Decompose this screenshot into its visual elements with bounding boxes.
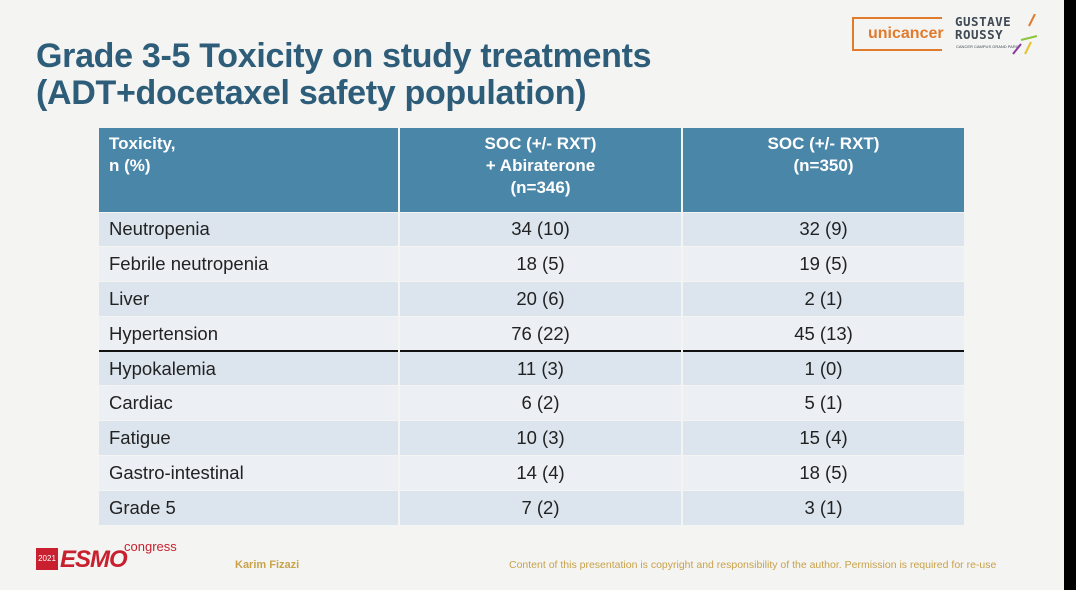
abiraterone-value: 10 (3) [399, 420, 683, 456]
abiraterone-value: 14 (4) [399, 455, 683, 491]
gustave-roussy-logo: GUSTAVE ROUSSY CANCER CAMPUS GRAND PARIS [955, 14, 1045, 60]
title-line-2: (ADT+docetaxel safety population) [36, 74, 587, 112]
soc-value: 2 (1) [682, 281, 964, 317]
table-row: Gastro-intestinal 14 (4) 18 (5) [99, 455, 964, 491]
toxicity-name: Liver [99, 281, 400, 317]
table-row: Febrile neutropenia 18 (5) 19 (5) [99, 246, 964, 282]
gustave-logo-line-2: ROUSSY [955, 27, 1004, 42]
soc-value: 5 (1) [682, 385, 964, 421]
soc-value: 3 (1) [682, 489, 964, 526]
table-row: Neutropenia 34 (10) 32 (9) [99, 211, 964, 247]
header-line: n (%) [109, 156, 151, 175]
gustave-logo-marks-icon [1012, 14, 1038, 55]
toxicity-name: Grade 5 [99, 489, 400, 526]
soc-value: 18 (5) [682, 455, 964, 491]
abiraterone-value: 7 (2) [399, 489, 683, 526]
esmo-congress-logo: 2021 ESMO congress [36, 539, 177, 576]
toxicity-name: Hypokalemia [99, 350, 400, 386]
toxicity-name: Fatigue [99, 420, 400, 456]
header-toxicity: Toxicity, n (%) [99, 128, 400, 212]
header-abiraterone: SOC (+/- RXT) + Abiraterone (n=346) [399, 128, 683, 212]
toxicity-name: Cardiac [99, 385, 400, 421]
header-line: (n=350) [793, 156, 854, 175]
unicancer-logo: unicancer [852, 17, 944, 51]
soc-value: 32 (9) [682, 211, 964, 247]
gustave-logo-line-1: GUSTAVE [955, 14, 1012, 29]
presenter-name: Karim Fizazi [235, 559, 300, 571]
toxicity-name: Hypertension [99, 315, 400, 352]
header-soc: SOC (+/- RXT) (n=350) [682, 128, 964, 212]
esmo-logo-text: ESMO [60, 546, 128, 573]
gustave-logo-tagline: CANCER CAMPUS GRAND PARIS [956, 44, 1020, 49]
toxicity-name: Neutropenia [99, 211, 400, 247]
header-line: + Abiraterone [485, 156, 596, 175]
table-row: Hypokalemia 11 (3) 1 (0) [99, 350, 964, 386]
title-line-1: Grade 3-5 Toxicity on study treatments [36, 37, 652, 75]
toxicity-name: Gastro-intestinal [99, 455, 400, 491]
table-row: Cardiac 6 (2) 5 (1) [99, 385, 964, 421]
soc-value: 15 (4) [682, 420, 964, 456]
unicancer-logo-text: unicancer [868, 25, 944, 42]
header-line: Toxicity, [109, 134, 176, 153]
header-line: (n=346) [510, 178, 571, 197]
table-header-row: Toxicity, n (%) SOC (+/- RXT) + Abirater… [99, 128, 964, 212]
header-line: SOC (+/- RXT) [767, 134, 880, 153]
toxicity-name: Febrile neutropenia [99, 246, 400, 282]
toxicity-table: Toxicity, n (%) SOC (+/- RXT) + Abirater… [99, 128, 964, 526]
abiraterone-value: 34 (10) [399, 211, 683, 247]
header-line: SOC (+/- RXT) [484, 134, 597, 153]
esmo-year-badge: 2021 [36, 548, 58, 570]
esmo-congress-text: congress [124, 539, 177, 554]
copyright-notice: Content of this presentation is copyrigh… [509, 559, 997, 571]
soc-value: 19 (5) [682, 246, 964, 282]
soc-value: 45 (13) [682, 315, 964, 352]
soc-value: 1 (0) [682, 350, 964, 386]
abiraterone-value: 6 (2) [399, 385, 683, 421]
abiraterone-value: 76 (22) [399, 315, 683, 352]
table-row: Liver 20 (6) 2 (1) [99, 281, 964, 317]
abiraterone-value: 20 (6) [399, 281, 683, 317]
table-row: Fatigue 10 (3) 15 (4) [99, 420, 964, 456]
table-row: Hypertension 76 (22) 45 (13) [99, 315, 964, 352]
abiraterone-value: 18 (5) [399, 246, 683, 282]
table-row: Grade 5 7 (2) 3 (1) [99, 489, 964, 526]
slide-title: Grade 3-5 Toxicity on study treatments (… [36, 37, 652, 112]
abiraterone-value: 11 (3) [399, 350, 683, 386]
